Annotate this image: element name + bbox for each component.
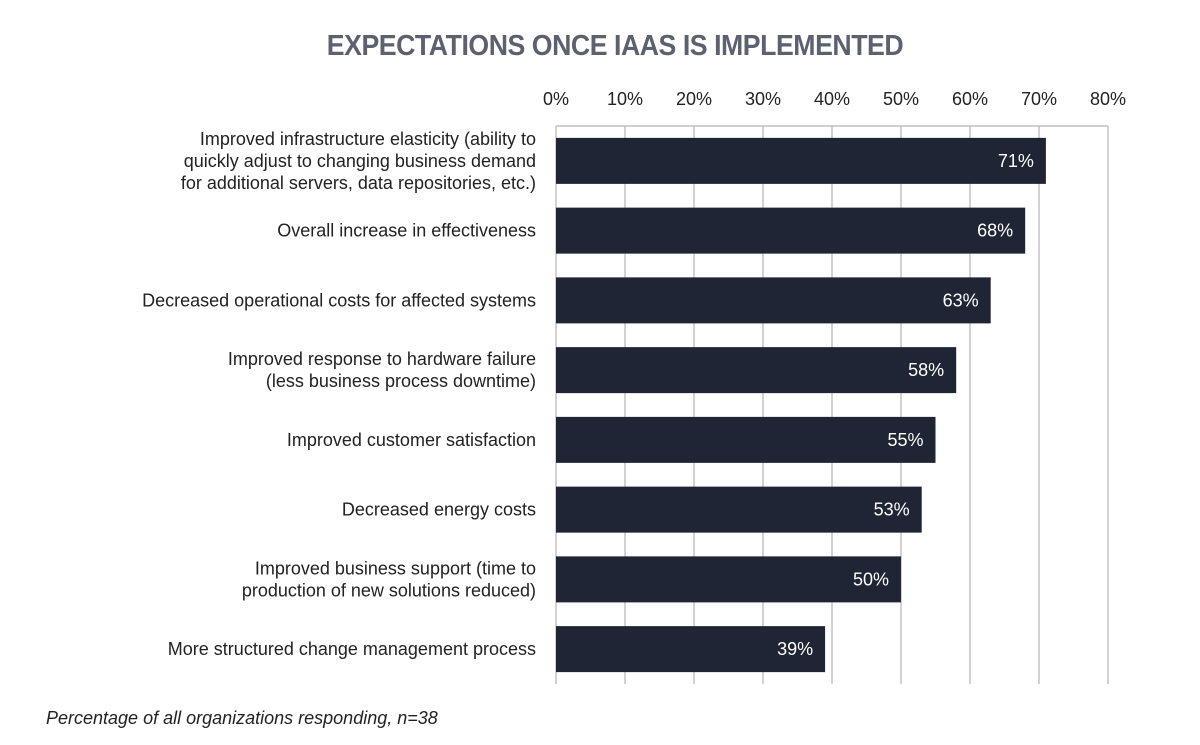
- bar: [556, 137, 1046, 184]
- category-label: Improved customer satisfaction: [287, 430, 536, 450]
- category-label: More structured change management proces…: [168, 639, 536, 659]
- x-tick-label: 60%: [952, 89, 988, 109]
- bar: [556, 277, 991, 324]
- category-label: Decreased operational costs for affected…: [142, 290, 536, 310]
- x-tick-label: 30%: [745, 89, 781, 109]
- category-label-line: Improved customer satisfaction: [287, 430, 536, 450]
- data-label: 71%: [998, 151, 1034, 171]
- data-label: 39%: [777, 639, 813, 659]
- bar: [556, 207, 1026, 254]
- category-label-line: Improved response to hardware failure: [228, 349, 536, 369]
- data-label: 68%: [977, 221, 1013, 241]
- category-label: Overall increase in effectiveness: [277, 221, 536, 241]
- category-labels: Improved infrastructure elasticity (abil…: [142, 129, 536, 659]
- bar: [556, 416, 936, 463]
- bar: [556, 486, 922, 533]
- x-tick-label: 40%: [814, 89, 850, 109]
- category-label-line: for additional servers, data repositorie…: [181, 173, 536, 193]
- bars: 71% 68% 63% 58% 55% 53% 50% 39%: [556, 137, 1046, 673]
- data-label: 55%: [887, 430, 923, 450]
- x-tick-label: 10%: [607, 89, 643, 109]
- category-label-line: Improved infrastructure elasticity (abil…: [200, 129, 536, 149]
- category-label: Improved business support (time to produc…: [242, 558, 536, 600]
- category-label-line: More structured change management proces…: [168, 639, 536, 659]
- x-tick-label: 20%: [676, 89, 712, 109]
- category-label-line: production of new solutions reduced): [242, 580, 536, 600]
- category-label-line: Overall increase in effectiveness: [277, 221, 536, 241]
- footnote: Percentage of all organizations respondi…: [46, 708, 438, 728]
- data-label: 58%: [908, 360, 944, 380]
- category-label-line: quickly adjust to changing business dema…: [184, 151, 536, 171]
- x-tick-label: 80%: [1090, 89, 1126, 109]
- data-label: 53%: [874, 500, 910, 520]
- bar: [556, 556, 901, 603]
- bar: [556, 626, 826, 673]
- bar: [556, 347, 957, 394]
- category-label-line: Improved business support (time to: [255, 558, 536, 578]
- category-label-line: Decreased operational costs for affected…: [142, 290, 536, 310]
- category-label: Improved infrastructure elasticity (abil…: [181, 129, 536, 193]
- category-label-line: (less business process downtime): [266, 371, 536, 391]
- x-tick-label: 50%: [883, 89, 919, 109]
- data-label: 63%: [943, 290, 979, 310]
- category-label-line: Decreased energy costs: [342, 500, 536, 520]
- category-label: Improved response to hardware failure (le…: [228, 349, 536, 391]
- data-label: 50%: [853, 569, 889, 589]
- x-tick-label: 0%: [543, 89, 569, 109]
- x-tick-label: 70%: [1021, 89, 1057, 109]
- category-label: Decreased energy costs: [342, 500, 536, 520]
- chart-title: EXPECTATIONS ONCE IAAS IS IMPLEMENTED: [326, 30, 904, 62]
- x-tick-labels: 0% 10% 20% 30% 40% 50% 60% 70% 80%: [543, 89, 1126, 109]
